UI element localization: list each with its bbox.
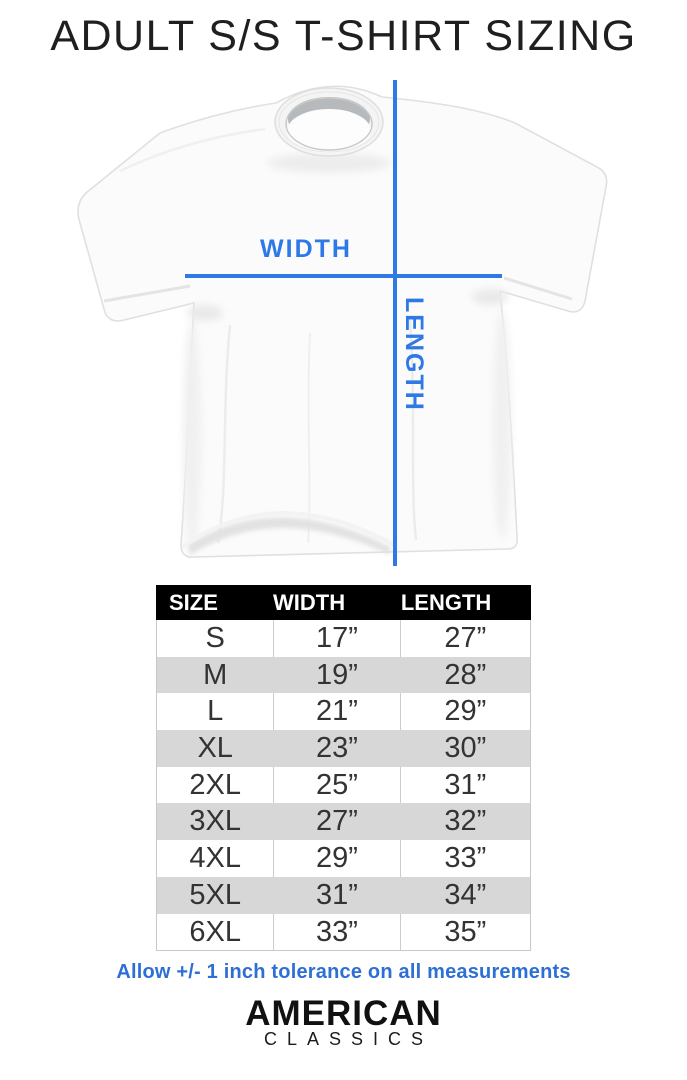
size-table: SIZE WIDTH LENGTH S 17” 27” M 19” 28” L … [156,585,531,952]
brand-logo: AMERICAN CLASSICS [0,994,687,1050]
cell-length: 29” [444,695,487,728]
tshirt-diagram [60,75,635,580]
page-title: ADULT S/S T-SHIRT SIZING [50,12,637,60]
cell-width: 21” [273,693,401,731]
cell-size: S [205,622,225,654]
cell-length: 32” [444,805,487,838]
cell-size: 3XL [189,805,241,838]
table-row: L 21” 29” [157,693,530,731]
cell-length: 30” [444,732,487,765]
cell-width: 25” [273,766,401,804]
table-row: M 19” 28” [157,656,530,694]
table-row: 6XL 33” 35” [157,913,530,951]
cell-size: 6XL [189,915,241,948]
table-row: 3XL 27” 32” [157,803,530,841]
table-row: 5XL 31” 34” [157,876,530,914]
length-label: LENGTH [400,297,428,412]
table-row: XL 23” 30” [157,730,530,767]
table-row: 2XL 25” 31” [157,766,530,804]
cell-width: 29” [273,840,401,877]
cell-width: 33” [273,913,401,951]
cell-length: 31” [444,768,487,801]
cell-length: 28” [444,658,487,691]
header-width: WIDTH [273,590,346,615]
cell-size: 2XL [189,768,241,801]
size-table-header: SIZE WIDTH LENGTH [156,585,531,620]
table-row: 4XL 29” 33” [157,840,530,877]
width-label: WIDTH [260,235,352,263]
length-measure-line [393,80,397,566]
cell-length: 27” [444,622,487,654]
header-length: LENGTH [400,590,492,615]
cell-size: L [207,695,224,728]
cell-width: 27” [316,805,358,838]
header-size: SIZE [169,590,218,615]
cell-length: 34” [444,878,487,911]
cell-width: 17” [273,620,401,657]
tshirt-graphic [77,85,608,558]
cell-length: 33” [444,842,487,875]
cell-width: 31” [316,878,358,911]
table-row: S 17” 27” [157,620,530,657]
width-measure-line [185,274,502,278]
tolerance-note: Allow +/- 1 inch tolerance on all measur… [116,961,571,983]
cell-length: 35” [444,915,487,948]
brand-name: AMERICAN [245,994,442,1033]
cell-width: 23” [316,732,358,765]
cell-size: 4XL [189,842,241,875]
cell-size: XL [197,732,233,765]
cell-width: 19” [316,658,358,691]
brand-subname: CLASSICS [263,1029,434,1049]
cell-size: M [203,658,228,691]
cell-size: 5XL [189,878,241,911]
